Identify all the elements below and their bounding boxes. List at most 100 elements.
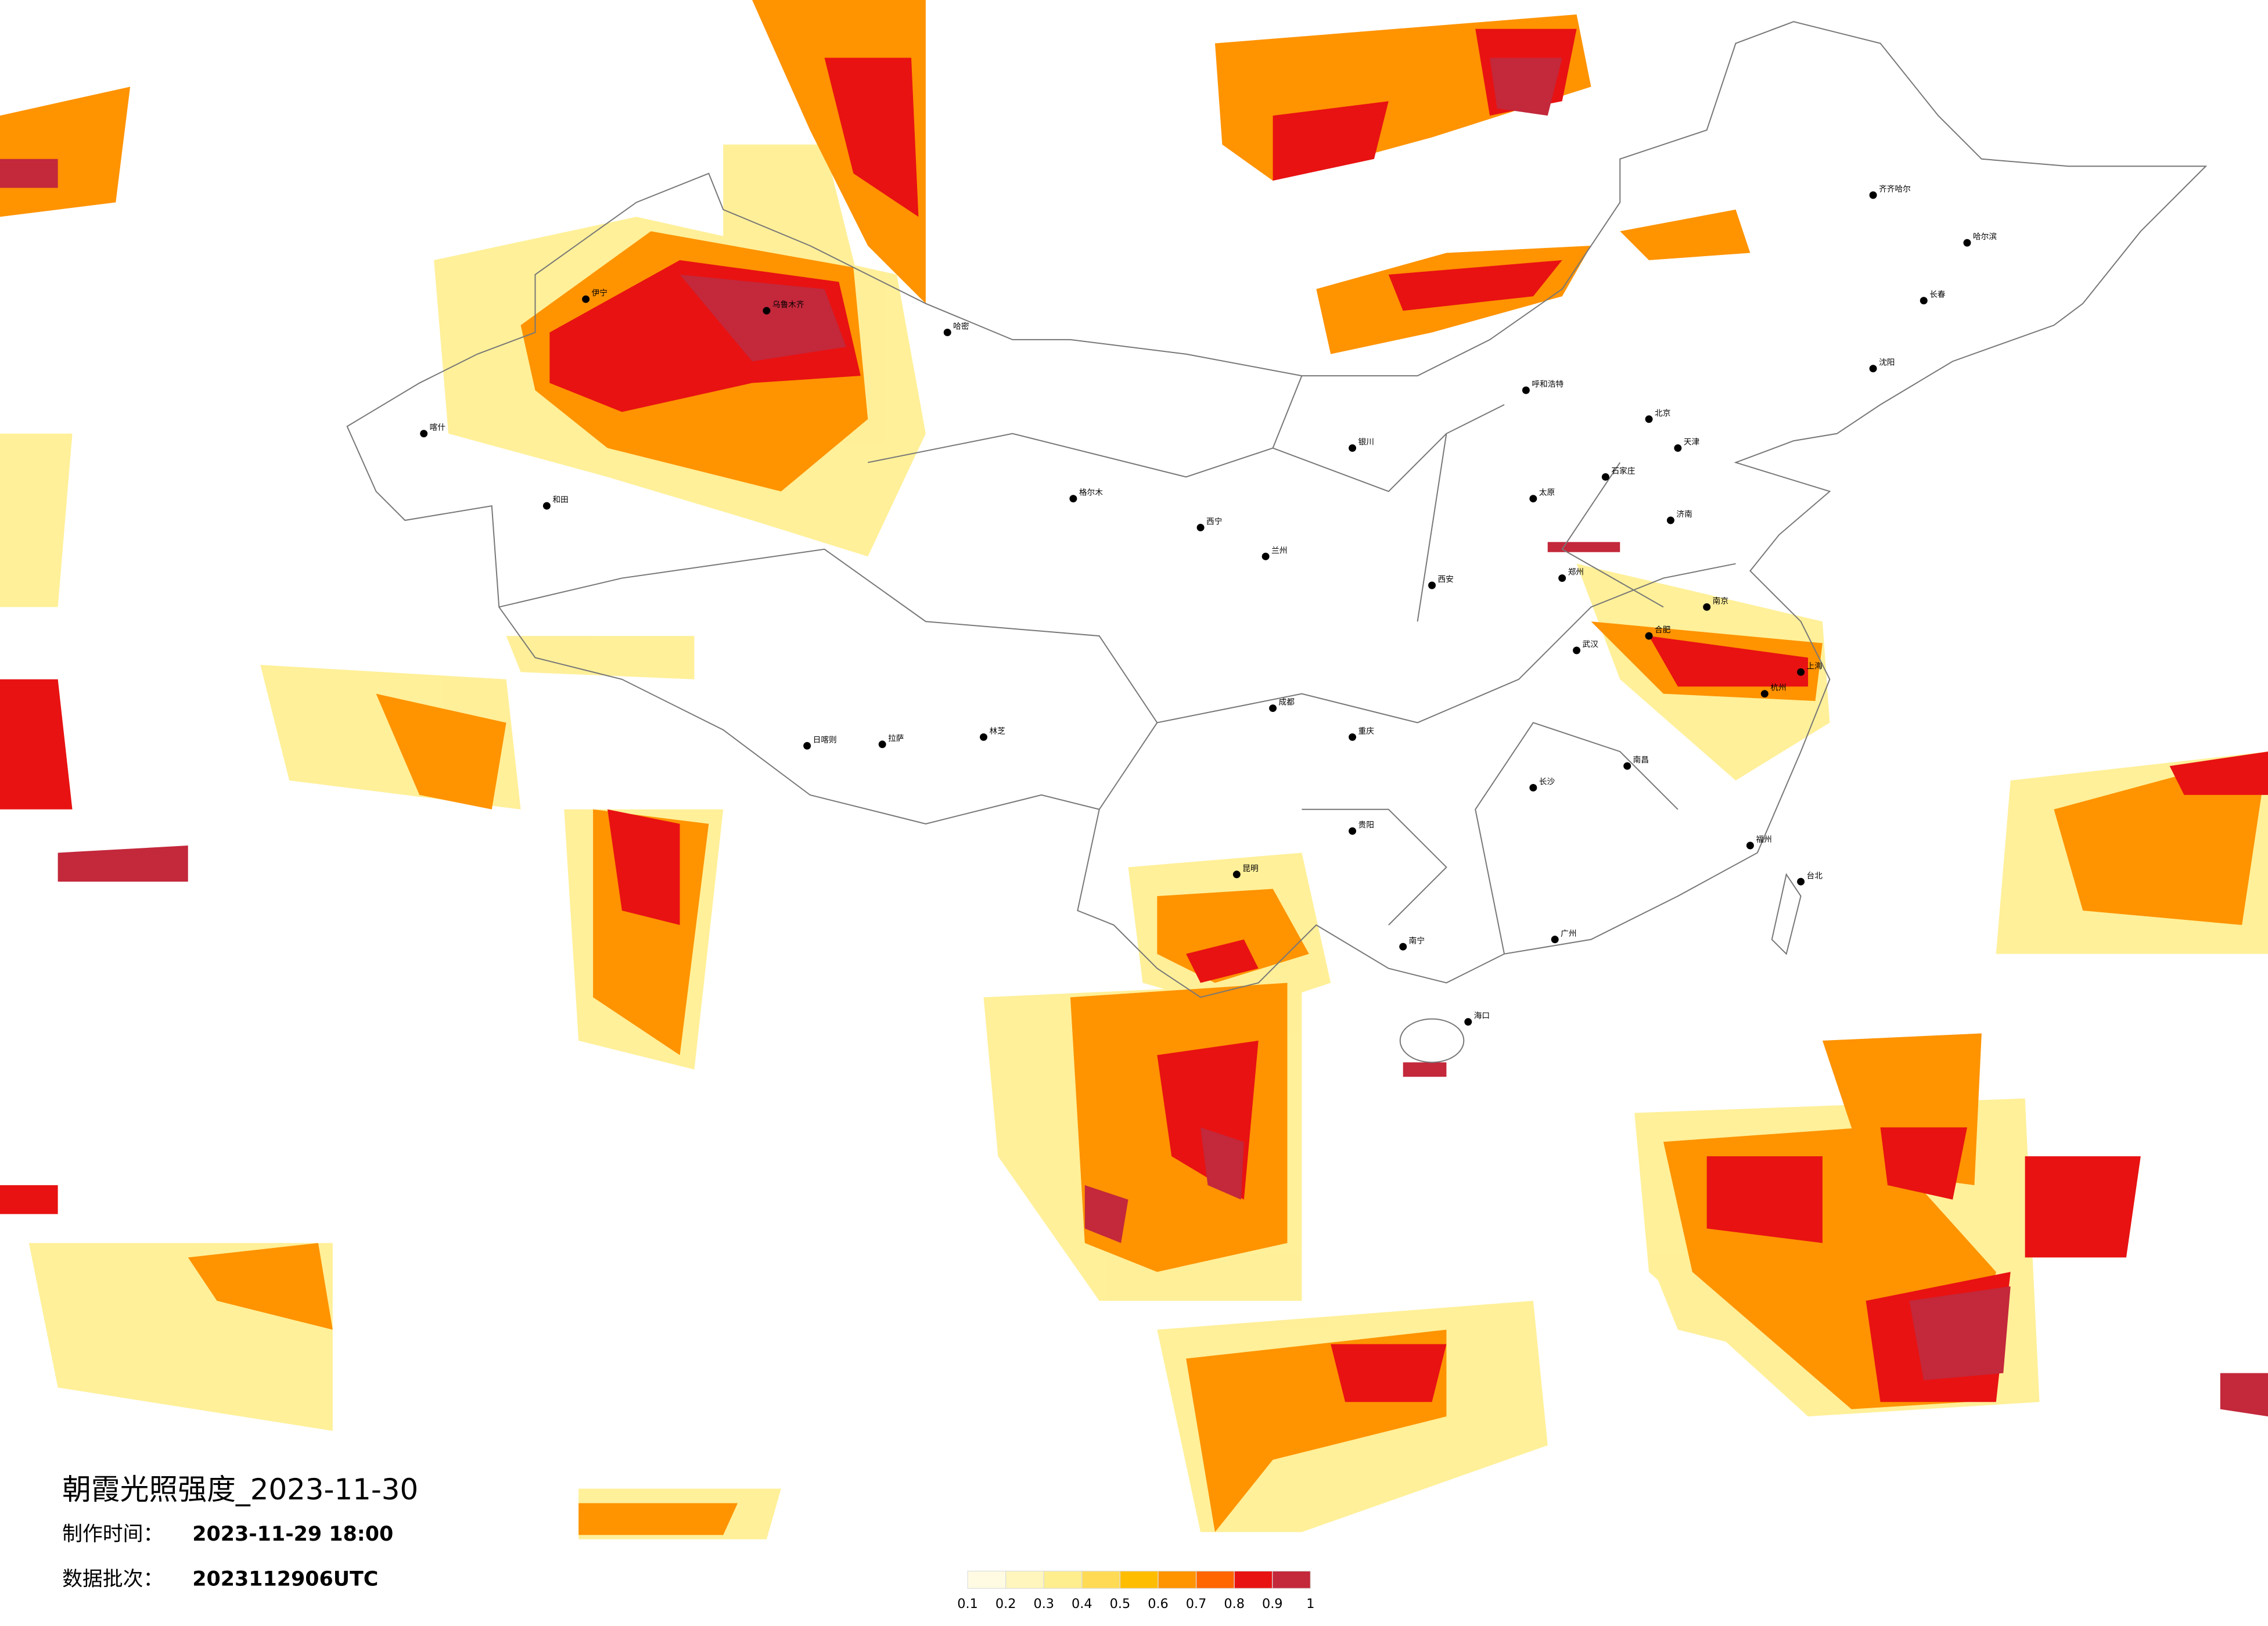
city-label: 格尔木 xyxy=(1079,488,1103,498)
city-dot xyxy=(542,502,551,510)
city-label: 乌鲁木齐 xyxy=(772,300,804,310)
city-dot xyxy=(803,742,811,750)
city-label: 银川 xyxy=(1358,438,1374,447)
city-label: 喀什 xyxy=(430,423,446,433)
city-label: 南宁 xyxy=(1409,936,1425,945)
sky-intensity-field xyxy=(0,0,2268,1539)
city-label: 南京 xyxy=(1713,596,1728,606)
legend-swatch xyxy=(1272,1570,1311,1589)
legend-tick-label: 0.5 xyxy=(1110,1596,1131,1611)
city-label: 海口 xyxy=(1474,1012,1490,1021)
city-dot xyxy=(1522,386,1530,394)
city-label: 呼和浩特 xyxy=(1532,380,1563,389)
city-dot xyxy=(1920,297,1928,305)
city-label: 哈密 xyxy=(953,321,969,331)
city-label: 杭州 xyxy=(1770,684,1786,693)
city-dot xyxy=(1869,191,1877,199)
legend-tick-label: 1 xyxy=(1306,1596,1314,1611)
city-dot xyxy=(1349,827,1357,835)
city-label: 西安 xyxy=(1437,575,1453,584)
city-dot xyxy=(1269,704,1277,713)
legend-tick-label: 0.4 xyxy=(1072,1596,1092,1611)
city-label: 台北 xyxy=(1807,871,1823,880)
city-dot xyxy=(1232,870,1241,879)
city-dot xyxy=(1349,444,1357,452)
city-dot xyxy=(1703,603,1711,611)
city-dot xyxy=(1645,632,1653,640)
legend-tick-label: 0.1 xyxy=(957,1596,978,1611)
city-label: 重庆 xyxy=(1358,726,1375,736)
city-dot xyxy=(980,733,987,741)
city-dot xyxy=(1601,473,1609,481)
city-dot xyxy=(1666,516,1674,524)
city-label: 林芝 xyxy=(989,726,1005,736)
city-dot xyxy=(1869,365,1877,373)
legend-tick-label: 0.6 xyxy=(1148,1596,1169,1611)
legend-swatch xyxy=(1005,1570,1044,1589)
city-label: 石家庄 xyxy=(1611,466,1635,476)
city-label: 合肥 xyxy=(1655,625,1671,635)
city-dot xyxy=(1196,523,1205,531)
boundaries xyxy=(346,21,2208,1063)
city-dot xyxy=(1261,552,1270,560)
city-label: 广州 xyxy=(1561,929,1576,938)
city-dot xyxy=(1746,841,1754,850)
city-label: 和田 xyxy=(552,495,568,505)
city-dot xyxy=(943,328,951,336)
city-dot xyxy=(1558,574,1566,582)
city-label: 长沙 xyxy=(1539,777,1555,786)
city-dot xyxy=(1674,444,1682,452)
city-label: 长春 xyxy=(1929,290,1946,300)
legend-tick-label: 0.9 xyxy=(1262,1596,1283,1611)
city-dot xyxy=(1963,239,1971,247)
city-dot xyxy=(1797,877,1805,886)
city-label: 齐齐哈尔 xyxy=(1879,185,1911,194)
legend-swatch xyxy=(1158,1570,1197,1589)
legend-tick-label: 0.8 xyxy=(1224,1596,1245,1611)
city-dot xyxy=(1464,1018,1472,1026)
city-label: 郑州 xyxy=(1568,568,1584,577)
city-label: 太原 xyxy=(1539,488,1555,498)
city-dot xyxy=(1645,415,1653,423)
legend-swatch xyxy=(1234,1570,1273,1589)
city-dot xyxy=(1760,690,1769,698)
city-dot xyxy=(1428,581,1436,589)
city-label: 福州 xyxy=(1756,835,1771,844)
city-label: 昆明 xyxy=(1242,864,1258,873)
city-dot xyxy=(1069,495,1077,503)
city-dot xyxy=(1529,495,1537,503)
city-label: 贵阳 xyxy=(1358,821,1374,830)
city-dot xyxy=(1623,762,1631,770)
made-time: 2023-11-29 18:00 xyxy=(192,1523,393,1546)
city-label: 沈阳 xyxy=(1879,358,1895,368)
city-dot xyxy=(1529,783,1537,792)
legend-tick-label: 0.2 xyxy=(995,1596,1016,1611)
legend-swatch xyxy=(1195,1570,1235,1589)
city-label: 伊宁 xyxy=(592,288,608,298)
city-dot xyxy=(1573,646,1581,654)
city-dot xyxy=(763,307,771,315)
made-label: 制作时间： xyxy=(62,1523,163,1546)
city-dot xyxy=(1551,936,1559,944)
city-label: 武汉 xyxy=(1583,640,1599,649)
city-dot xyxy=(1349,733,1357,741)
legend-swatch xyxy=(967,1570,1007,1589)
city-dot xyxy=(582,295,590,303)
legend-swatch xyxy=(1043,1570,1083,1589)
city-label: 哈尔滨 xyxy=(1973,232,1997,242)
city-dot xyxy=(878,740,886,749)
city-label: 北京 xyxy=(1655,409,1670,418)
legend-swatch xyxy=(1081,1570,1121,1589)
city-dot xyxy=(420,430,428,438)
city-label: 上海 xyxy=(1807,661,1823,671)
city-dot xyxy=(1797,668,1805,676)
batch-label: 数据批次： xyxy=(62,1567,163,1591)
city-label: 日喀则 xyxy=(813,735,837,744)
city-label: 成都 xyxy=(1279,698,1295,707)
legend-swatch xyxy=(1119,1570,1159,1589)
city-label: 西宁 xyxy=(1206,516,1222,526)
city-label: 兰州 xyxy=(1271,546,1287,555)
